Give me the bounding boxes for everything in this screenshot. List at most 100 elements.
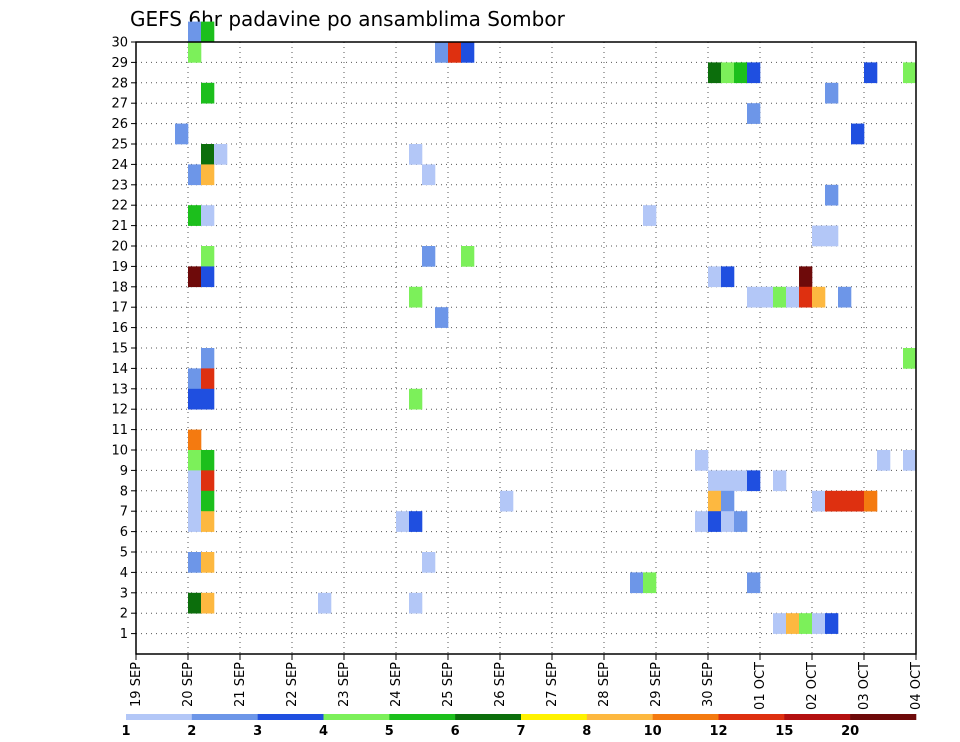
precip-cell	[188, 42, 202, 63]
precip-cell	[734, 62, 748, 84]
precip-cell	[799, 613, 813, 634]
y-tick-label: 12	[111, 403, 128, 418]
y-tick-label: 22	[111, 199, 128, 214]
colorbar-swatch	[126, 714, 193, 720]
precip-cell	[461, 246, 475, 267]
colorbar-swatch	[586, 714, 653, 720]
x-tick-label: 29 SEP	[649, 662, 664, 707]
precip-cell	[903, 62, 917, 84]
precip-cell	[747, 286, 761, 308]
precip-cell	[201, 266, 215, 288]
precip-cell	[422, 246, 436, 267]
y-tick-label: 28	[111, 76, 128, 91]
precip-cell	[721, 266, 735, 288]
precip-cell	[188, 470, 202, 492]
y-tick-label: 6	[120, 525, 128, 540]
precip-cell	[708, 266, 722, 288]
y-tick-label: 25	[111, 138, 128, 153]
precip-cell	[721, 470, 735, 492]
y-tick-label: 1	[120, 627, 128, 642]
precip-cell	[201, 450, 215, 471]
y-tick-label: 11	[111, 423, 128, 438]
precip-cell	[812, 225, 826, 247]
y-tick-label: 30	[111, 36, 128, 51]
x-tick-label: 20 SEP	[181, 662, 196, 707]
precip-cell	[864, 62, 878, 84]
precip-cell	[214, 144, 228, 165]
colorbar-label: 8	[582, 724, 591, 739]
precip-cell	[201, 592, 215, 614]
precip-cell	[409, 511, 423, 532]
y-tick-label: 15	[111, 342, 128, 357]
y-tick-label: 23	[111, 178, 128, 193]
precip-cell	[773, 286, 787, 308]
colorbar-swatch	[718, 714, 785, 720]
x-tick-label: 03 OCT	[857, 662, 872, 710]
precip-cell	[201, 552, 215, 573]
precip-cell	[201, 388, 215, 410]
y-tick-label: 10	[111, 444, 128, 459]
precip-cell	[903, 450, 917, 471]
precip-cell	[188, 205, 202, 226]
precip-cell	[812, 490, 826, 512]
y-tick-label: 7	[120, 505, 128, 520]
precip-cell	[500, 490, 514, 512]
precip-cell	[448, 42, 462, 63]
precip-cell	[175, 123, 189, 145]
precip-cell	[851, 490, 865, 512]
precip-cell	[734, 470, 748, 492]
precip-cell	[695, 511, 709, 532]
colorbar-label: 20	[841, 724, 859, 739]
precip-cell	[409, 286, 423, 308]
precip-cell	[188, 164, 202, 186]
precip-cell	[721, 511, 735, 532]
precip-cell	[734, 511, 748, 532]
precip-cell	[825, 82, 839, 104]
precip-cell	[825, 613, 839, 634]
colorbar-swatch	[784, 714, 851, 720]
precip-cell	[188, 368, 202, 390]
precip-cell	[201, 368, 215, 390]
precip-cell	[435, 42, 449, 63]
precip-cell	[721, 490, 735, 512]
precip-cell	[825, 225, 839, 247]
precip-cell	[695, 450, 709, 471]
precip-cell	[773, 470, 787, 492]
x-tick-label: 19 SEP	[129, 662, 144, 707]
x-tick-label: 25 SEP	[441, 662, 456, 707]
colorbar: 1 2 3 4 5 6 7 8 10 12 15 20	[121, 714, 917, 739]
precip-cell	[461, 42, 475, 63]
x-tick-label: 30 SEP	[701, 662, 716, 707]
y-tick-label: 27	[111, 97, 128, 112]
colorbar-label: 12	[709, 724, 727, 739]
precip-cell	[201, 511, 215, 532]
precip-cell	[201, 470, 215, 492]
precip-cell	[188, 490, 202, 512]
precip-cell	[188, 552, 202, 573]
y-tick-label: 8	[120, 484, 128, 499]
precip-cell	[201, 490, 215, 512]
grid-lines	[135, 41, 917, 654]
x-tick-label: 27 SEP	[545, 662, 560, 707]
precip-cell	[643, 205, 657, 226]
precip-cell	[786, 286, 800, 308]
y-tick-label: 17	[111, 301, 128, 316]
x-tick-label: 21 SEP	[233, 662, 248, 707]
precip-cell	[201, 144, 215, 165]
precip-cell	[318, 592, 332, 614]
precip-cell	[188, 388, 202, 410]
precip-cell	[409, 144, 423, 165]
precip-cell	[201, 348, 215, 369]
precip-cell	[188, 511, 202, 532]
precip-cell	[409, 592, 423, 614]
precip-cell	[201, 246, 215, 267]
precip-cell	[201, 164, 215, 186]
x-tick-label: 23 SEP	[337, 662, 352, 707]
precip-cell	[838, 286, 852, 308]
precip-cell	[201, 21, 215, 43]
precip-cell	[188, 21, 202, 43]
x-tick-label: 26 SEP	[493, 662, 508, 707]
colorbar-label: 7	[516, 724, 525, 739]
x-tick-label: 02 OCT	[805, 662, 820, 710]
